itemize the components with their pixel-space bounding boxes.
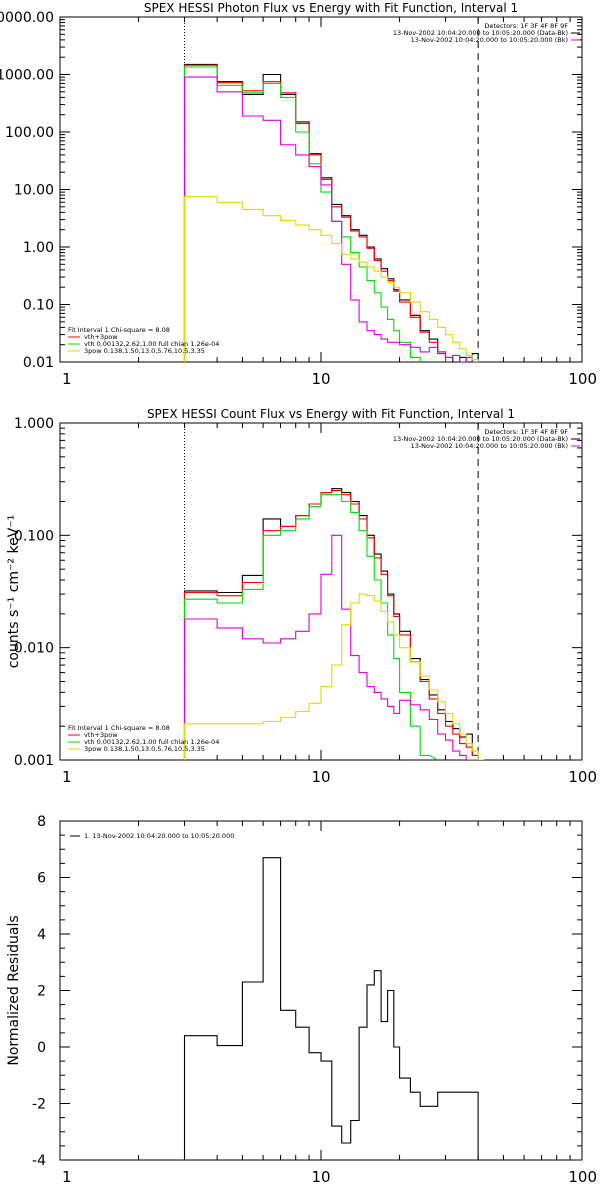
x-tick-label: 1 [62, 768, 72, 786]
chart-title: SPEX HESSI Count Flux vs Energy with Fit… [147, 407, 515, 421]
y-tick-label: 0.10 [23, 298, 54, 314]
series-group [183, 857, 479, 1160]
chart-title: SPEX HESSI Photon Flux vs Energy with Fi… [144, 1, 518, 15]
y-tick-label: 100.00 [5, 125, 54, 141]
legend-label: vth+3pow [84, 333, 118, 341]
x-tick-label: 100 [568, 768, 597, 786]
series-group [183, 488, 525, 760]
series-line-2 [183, 490, 479, 760]
x-tick-label: 100 [568, 1168, 597, 1186]
x-tick-label: 1 [62, 370, 72, 388]
legend-label: 1. 13-Nov-2002 10:04:20.000 to 10:05:20.… [84, 832, 234, 840]
fit-interval-text: Fit Interval 1 Chi-square = 8.08 [68, 326, 170, 334]
legend-label: vth 0.00132,2.62,1.00 full chian 1.26e-0… [84, 340, 219, 348]
y-tick-label: 1.000 [14, 416, 54, 432]
series-line-5 [183, 196, 509, 362]
info-text: Detectors: 1F 3F 4F 8F 9F [484, 428, 568, 436]
legend-label: 3pow 0.138,1.50,13.0,5.76,10.5,3.35 [84, 347, 205, 355]
info-text: 13-Nov-2002 10:04:20.000 to 10:05:20.000… [411, 36, 568, 44]
legend-label: vth 0.00132,2.62,1.00 full chian 1.26e-0… [84, 738, 219, 746]
y-tick-label: 0 [37, 1040, 46, 1056]
y-axis-label: counts s⁻¹ cm⁻² keV⁻¹ [6, 515, 22, 669]
y-tick-label: 2 [37, 984, 46, 1000]
series-line-3 [183, 494, 438, 760]
series-group [183, 63, 509, 362]
y-tick-label: 0.01 [23, 355, 54, 371]
y-axis-label: Normalized Residuals [6, 915, 22, 1065]
y-tick-label: 0.100 [14, 528, 54, 544]
legend-label: vth+3pow [84, 731, 118, 739]
y-tick-label: 1.00 [23, 240, 54, 256]
series-line-3 [183, 66, 438, 362]
y-tick-label: -4 [32, 1153, 46, 1169]
series-line-4 [183, 534, 479, 760]
info-text: Detectors: 1F 3F 4F 8F 9F [484, 22, 568, 30]
info-text: 13-Nov-2002 10:04:20.000 to 10:05:20.000… [393, 435, 568, 443]
x-tick-label: 100 [568, 370, 597, 388]
info-text: 13-Nov-2002 10:04:20.000 to 10:05:20.000… [393, 29, 568, 37]
y-tick-label: 4 [37, 927, 46, 943]
fit-interval-text: Fit Interval 1 Chi-square = 8.08 [68, 724, 170, 732]
series-line-1 [183, 857, 479, 1160]
legend-label: 3pow 0.138,1.50,13.0,5.76,10.5,3.35 [84, 745, 205, 753]
series-line-4 [183, 76, 479, 362]
y-tick-label: 6 [37, 871, 46, 887]
info-text: 13-Nov-2002 10:04:20.000 to 10:05:20.000… [411, 442, 568, 450]
chart-panel-3: 1 10 100 -4 -2 0 2 4 6 8 Normalized Residuals 1. 13… [6, 814, 597, 1186]
x-tick-label: 10 [311, 370, 330, 388]
y-tick-label: 0.010 [14, 641, 54, 657]
x-tick-label: 1 [62, 1168, 72, 1186]
y-tick-label: 0.001 [14, 753, 54, 769]
chart-panel-2: SPEX HESSI Count Flux vs Energy with Fit… [6, 407, 597, 786]
x-tick-label: 10 [311, 768, 330, 786]
series-line-2 [183, 64, 479, 362]
plot-frame [59, 820, 583, 1161]
series-line-5 [183, 593, 525, 760]
y-tick-label: 8 [37, 814, 46, 830]
x-tick-label: 10 [311, 1168, 330, 1186]
y-tick-label: -2 [32, 1097, 46, 1113]
y-tick-label: 10.00 [14, 183, 54, 199]
chart-panel-1: SPEX HESSI Photon Flux vs Energy with Fi… [0, 1, 597, 388]
y-tick-label: 1000.00 [0, 68, 54, 84]
y-tick-label: 10000.00 [0, 10, 54, 26]
